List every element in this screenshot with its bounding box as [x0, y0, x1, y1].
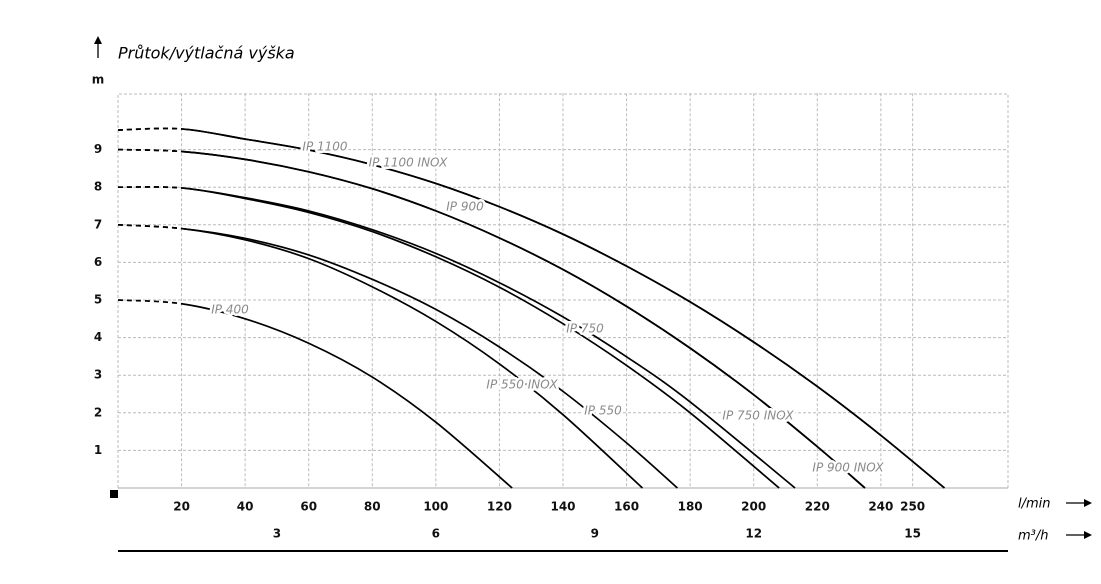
x-tick-label: 80 [364, 500, 381, 514]
y-tick-label: 6 [94, 255, 102, 269]
x-tick-label: 20 [173, 500, 190, 514]
y-tick-label: 8 [94, 180, 102, 194]
curve [117, 127, 945, 489]
x2-axis-label: m³/h [1018, 529, 1049, 544]
x2-tick-label: 3 [273, 527, 281, 541]
x2-tick-label: 6 [432, 527, 440, 541]
curve-label: IP 400 [211, 303, 249, 317]
curve-label: IP 750 INOX [722, 409, 794, 423]
x-tick-label: 250 [900, 500, 925, 514]
y-tick-label: 3 [94, 368, 102, 382]
x-tick-label: 100 [423, 500, 448, 514]
curve-label: IP 1100 INOX [369, 156, 449, 170]
x2-tick-label: 12 [745, 527, 762, 541]
curve-label: IP 550 [584, 404, 622, 418]
y-tick-label: 7 [94, 217, 102, 231]
plot-frame [117, 93, 1009, 488]
x-tick-label: 120 [487, 500, 512, 514]
curve-label: IP 900 [446, 200, 484, 214]
x-tick-label: 160 [614, 500, 639, 514]
origin-marker [110, 490, 118, 498]
curve [117, 223, 644, 489]
x-tick-label: 220 [805, 500, 830, 514]
title-arrow [94, 36, 102, 58]
y-tick-label: 4 [94, 330, 102, 344]
x-tick-label: 40 [237, 500, 254, 514]
y-tick-label: 2 [94, 405, 102, 419]
x-tick-label: 180 [678, 500, 703, 514]
curve [117, 148, 866, 489]
x2-tick-label: 15 [904, 527, 921, 541]
curve [117, 186, 780, 489]
curve-label: IP 1100 [302, 140, 347, 154]
y-tick-label: 5 [94, 293, 102, 307]
curve [117, 223, 678, 489]
y-axis-label: m [92, 73, 105, 87]
curve-label: IP 550 INOX [486, 378, 558, 392]
x-tick-label: 240 [868, 500, 893, 514]
x-tick-label: 140 [550, 500, 575, 514]
x-tick-label: 200 [741, 500, 766, 514]
chart-title: Průtok/výtlačná výška [118, 44, 295, 63]
y-tick-label: 9 [94, 142, 102, 156]
y-tick-label: 1 [94, 443, 102, 457]
curve [117, 148, 866, 489]
curve-label: IP 750 [566, 322, 604, 336]
curve [117, 299, 513, 489]
axis-arrow [1066, 499, 1092, 539]
x-axis-label: l/min [1018, 497, 1051, 512]
x-tick-label: 60 [300, 500, 317, 514]
x2-tick-label: 9 [591, 527, 599, 541]
curve-label: IP 900 INOX [812, 461, 884, 475]
